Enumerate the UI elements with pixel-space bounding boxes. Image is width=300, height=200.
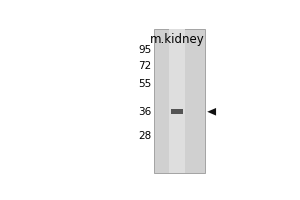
Bar [169, 29, 184, 173]
Bar [171, 109, 183, 114]
Text: 55: 55 [138, 79, 152, 89]
Text: 36: 36 [138, 107, 152, 117]
Text: 28: 28 [138, 131, 152, 141]
Bar [154, 29, 205, 173]
Polygon shape [207, 108, 216, 116]
Text: 72: 72 [138, 61, 152, 71]
Text: m.kidney: m.kidney [150, 33, 204, 46]
Text: 95: 95 [138, 45, 152, 55]
